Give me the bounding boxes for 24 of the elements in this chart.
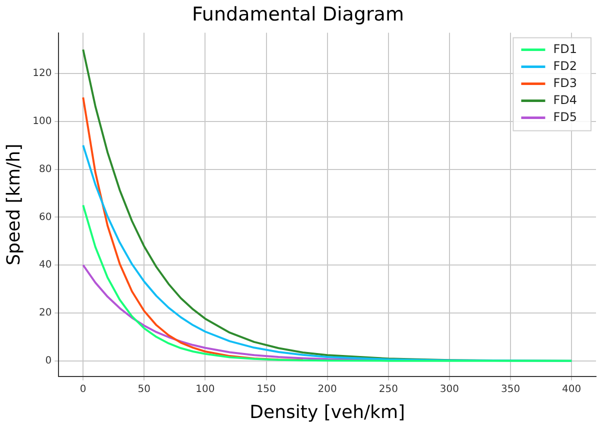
legend-label: FD4 bbox=[553, 92, 578, 107]
legend-label: FD1 bbox=[553, 42, 578, 56]
y-tick-label: 60 bbox=[38, 212, 52, 223]
y-tick-label: 120 bbox=[32, 68, 52, 80]
x-tick-label: 400 bbox=[562, 384, 582, 395]
x-tick-label: 200 bbox=[318, 384, 337, 395]
x-tick-label: 350 bbox=[500, 384, 520, 395]
legend-label: FD5 bbox=[553, 110, 578, 124]
y-axis-title: Speed [km/h] bbox=[3, 144, 24, 266]
x-tick-label: 100 bbox=[196, 384, 215, 395]
x-tick-label: 300 bbox=[440, 384, 460, 395]
y-tick-label: 100 bbox=[32, 116, 52, 127]
y-tick-label: 40 bbox=[38, 260, 52, 271]
chart-title: Fundamental Diagram bbox=[192, 3, 404, 26]
x-tick-label: 150 bbox=[256, 384, 276, 395]
legend-label: FD3 bbox=[553, 76, 578, 90]
x-axis-title: Density [veh/km] bbox=[250, 402, 406, 423]
y-tick-label: 0 bbox=[45, 355, 52, 366]
y-tick-label: 80 bbox=[38, 164, 52, 175]
x-tick-label: 250 bbox=[378, 384, 398, 395]
y-tick-label: 20 bbox=[38, 308, 52, 319]
x-tick-label: 0 bbox=[80, 384, 86, 395]
legend-label: FD2 bbox=[553, 58, 578, 73]
x-tick-label: 50 bbox=[138, 384, 151, 395]
